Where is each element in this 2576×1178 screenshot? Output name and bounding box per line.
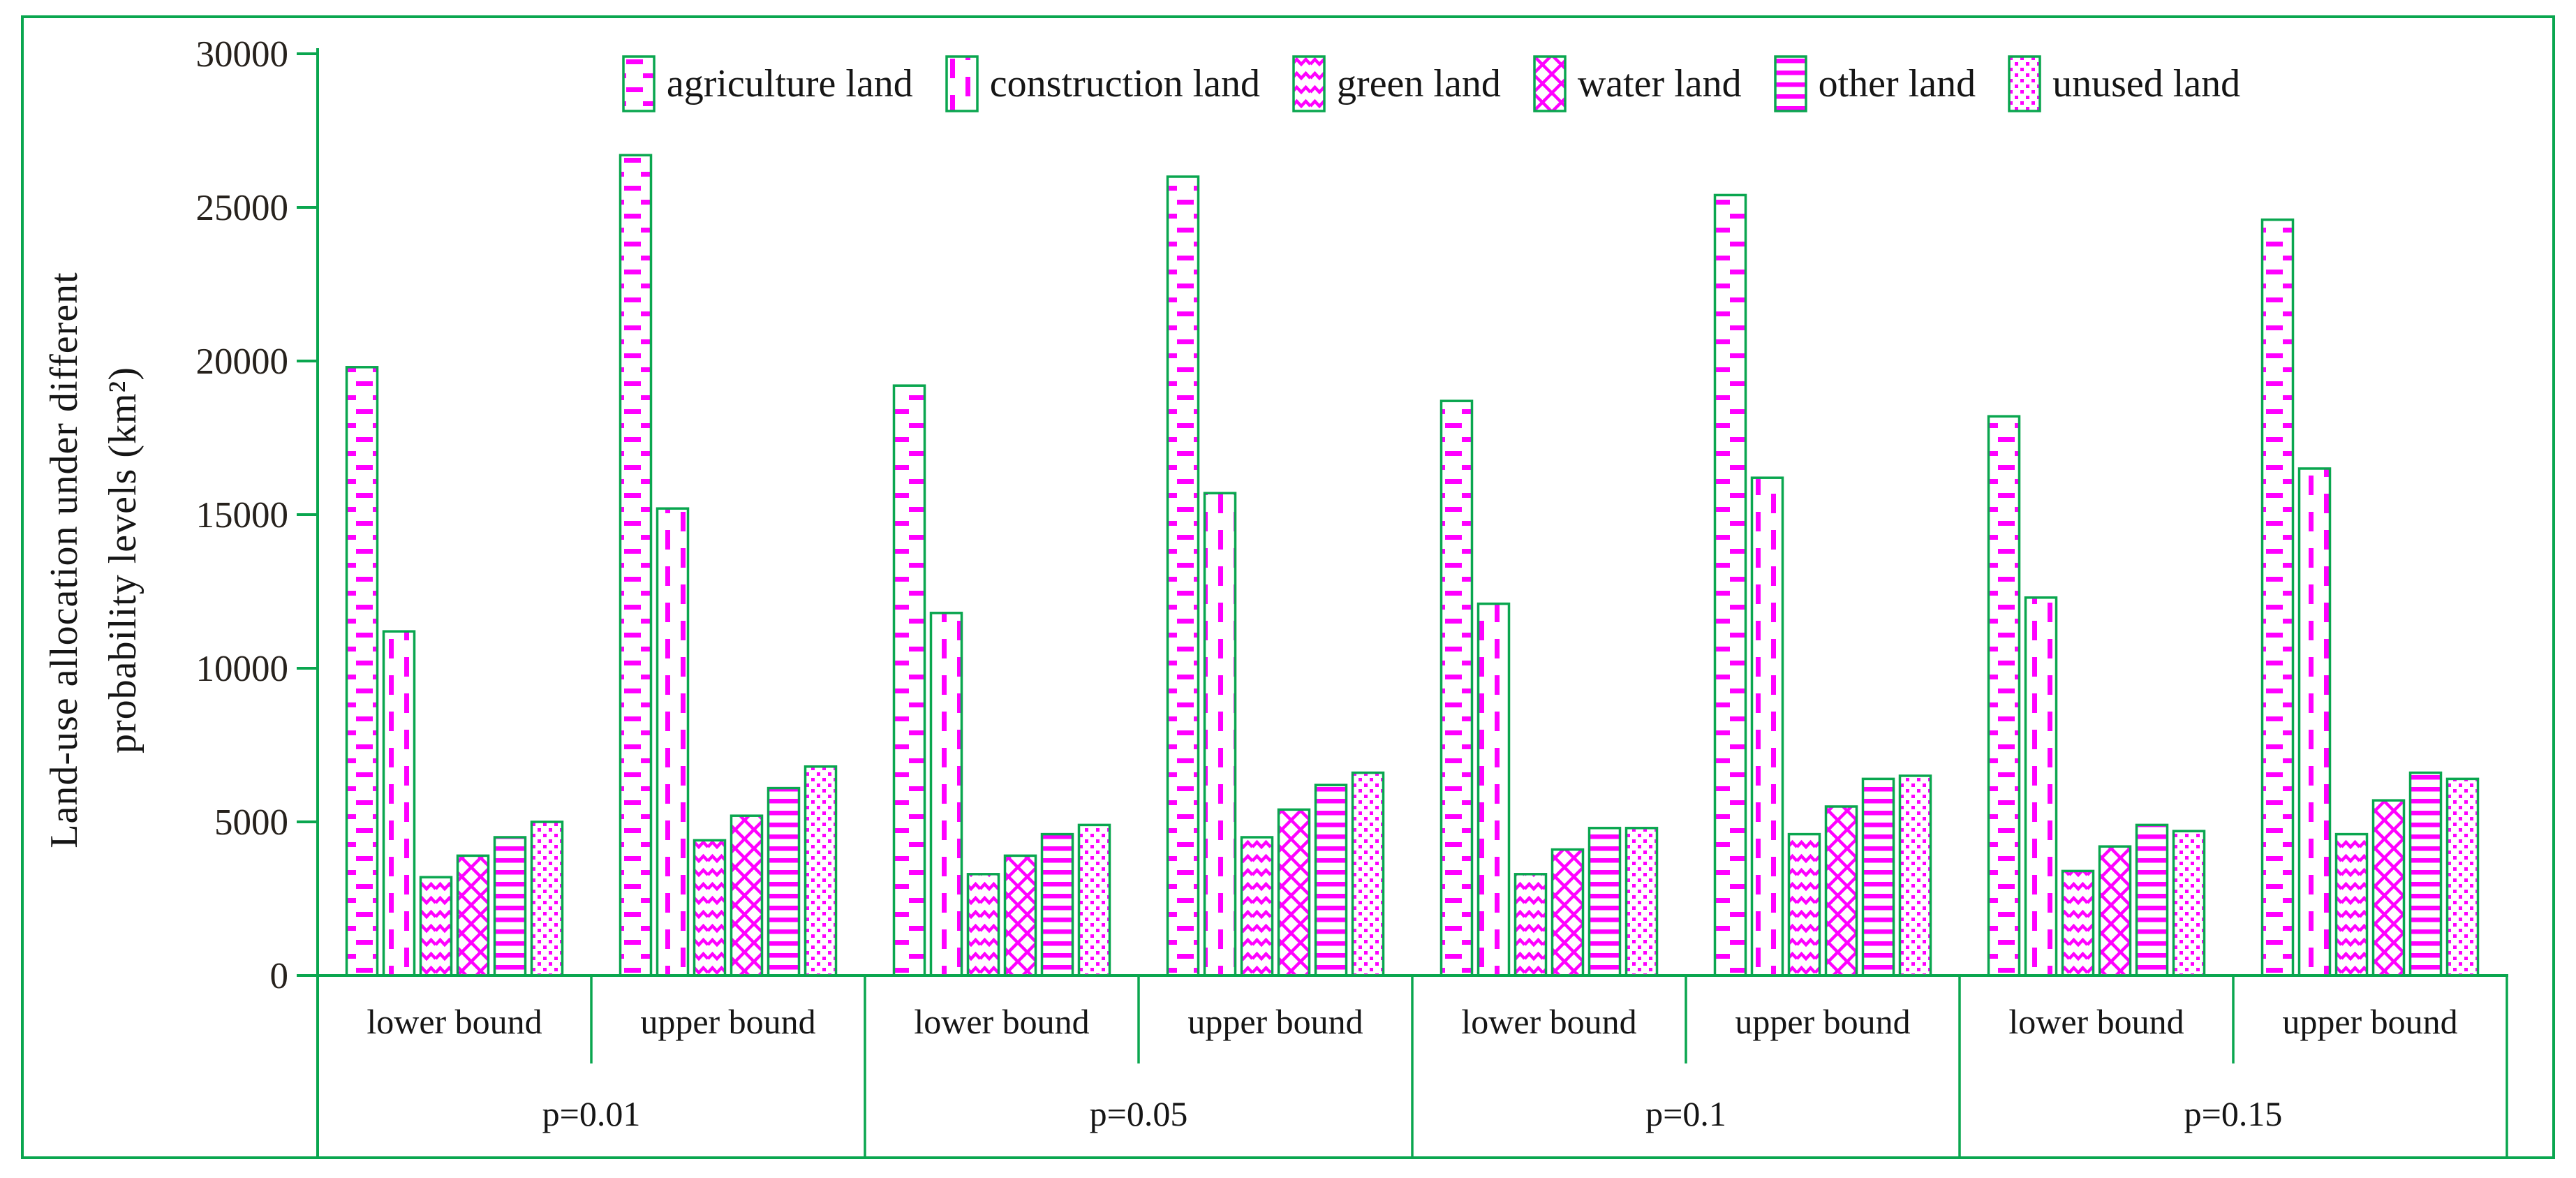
legend-label: construction land bbox=[989, 62, 1261, 105]
bound-label: upper bound bbox=[640, 1002, 815, 1041]
bar-other-land bbox=[493, 836, 527, 977]
bar-agriculture-land bbox=[1439, 399, 1474, 977]
bar-construction-land bbox=[1750, 476, 1784, 977]
y-tick-label: 15000 bbox=[196, 495, 289, 536]
bar-agriculture-land bbox=[1987, 415, 2021, 977]
legend-swatch-rect bbox=[2008, 55, 2041, 112]
legend-swatch-rect bbox=[622, 55, 656, 112]
bar-green-land bbox=[693, 839, 727, 977]
bar-construction-land bbox=[2297, 467, 2332, 977]
legend-label: green land bbox=[1337, 62, 1501, 105]
legend-item-other-land: other land bbox=[1773, 55, 1976, 112]
bar-water-land bbox=[730, 814, 764, 977]
bar-green-land bbox=[419, 876, 453, 977]
bar-water-land bbox=[1824, 805, 1858, 977]
bar-water-land bbox=[1003, 854, 1037, 977]
bar-agriculture-land bbox=[1166, 175, 1200, 977]
bar-unused-land bbox=[2172, 830, 2206, 977]
y-tick-label: 10000 bbox=[196, 649, 289, 689]
bar-agriculture-land bbox=[892, 384, 926, 977]
diagonal-crosshatch-pattern-swatch bbox=[1533, 55, 1567, 112]
legend-swatch-rect bbox=[1533, 55, 1567, 112]
probability-group-label: p=0.15 bbox=[2184, 1094, 2283, 1133]
probability-group-label: p=0.01 bbox=[542, 1094, 641, 1133]
bar-agriculture-land bbox=[2260, 218, 2295, 977]
bar-other-land bbox=[767, 786, 801, 977]
bar-unused-land bbox=[1351, 771, 1385, 977]
legend-item-green-land: green land bbox=[1292, 55, 1501, 112]
bar-construction-land bbox=[1203, 492, 1237, 977]
figure-border bbox=[21, 15, 2555, 1159]
bound-label: upper bound bbox=[1735, 1002, 1910, 1041]
dotted-pattern-swatch bbox=[2008, 55, 2041, 112]
legend-label: other land bbox=[1818, 62, 1976, 105]
bound-label: lower bound bbox=[367, 1002, 542, 1041]
y-tick-label: 30000 bbox=[196, 34, 289, 75]
legend-swatch-rect bbox=[1773, 55, 1807, 112]
bar-green-land bbox=[966, 873, 1000, 977]
legend-item-water-land: water land bbox=[1533, 55, 1742, 112]
bar-unused-land bbox=[1898, 774, 1932, 977]
legend-label: water land bbox=[1577, 62, 1742, 105]
bound-label: lower bound bbox=[914, 1002, 1089, 1041]
bar-green-land bbox=[2061, 869, 2095, 977]
bar-green-land bbox=[1513, 873, 1548, 977]
legend-label: unused land bbox=[2052, 62, 2241, 105]
bar-construction-land bbox=[382, 630, 416, 977]
probability-group-label: p=0.1 bbox=[1645, 1094, 1726, 1133]
bar-other-land bbox=[2408, 771, 2443, 977]
bar-unused-land bbox=[530, 820, 564, 977]
bar-green-land bbox=[1787, 832, 1821, 977]
bar-construction-land bbox=[2024, 596, 2058, 977]
bar-other-land bbox=[2135, 823, 2169, 977]
bar-unused-land bbox=[1077, 823, 1111, 977]
legend-item-unused-land: unused land bbox=[2008, 55, 2240, 112]
bar-other-land bbox=[1587, 827, 1622, 977]
bar-agriculture-land bbox=[1713, 193, 1747, 977]
bar-construction-land bbox=[1476, 602, 1511, 977]
legend-swatch-rect bbox=[945, 55, 979, 112]
bound-label: lower bound bbox=[1461, 1002, 1636, 1041]
bar-green-land bbox=[2334, 832, 2369, 977]
bar-construction-land bbox=[656, 507, 690, 977]
y-tick-label: 20000 bbox=[196, 341, 289, 382]
bar-water-land bbox=[2098, 845, 2132, 977]
dashed-horizontal-pattern-swatch bbox=[622, 55, 656, 112]
horizontal-lines-pattern-swatch bbox=[1773, 55, 1807, 112]
bar-construction-land bbox=[929, 612, 963, 977]
bound-label: lower bound bbox=[2008, 1002, 2184, 1041]
bar-green-land bbox=[1240, 836, 1274, 977]
legend: agriculture land construction land green l… bbox=[335, 50, 2527, 117]
bar-unused-land bbox=[1624, 827, 1659, 977]
bar-water-land bbox=[2371, 799, 2406, 977]
bar-other-land bbox=[1861, 777, 1895, 977]
legend-swatch-rect bbox=[1292, 55, 1326, 112]
dashed-vertical-pattern-swatch bbox=[945, 55, 979, 112]
bar-water-land bbox=[1550, 848, 1585, 977]
probability-group-label: p=0.05 bbox=[1090, 1094, 1188, 1133]
bar-agriculture-land bbox=[619, 154, 653, 977]
bar-other-land bbox=[1040, 832, 1074, 977]
legend-item-agriculture-land: agriculture land bbox=[622, 55, 913, 112]
bar-other-land bbox=[1314, 783, 1348, 977]
y-tick-label: 0 bbox=[270, 956, 289, 996]
bound-label: upper bound bbox=[2282, 1002, 2457, 1041]
legend-item-construction-land: construction land bbox=[945, 55, 1260, 112]
bar-water-land bbox=[1277, 808, 1311, 977]
bar-unused-land bbox=[2445, 777, 2480, 977]
zigzag-pattern-swatch bbox=[1292, 55, 1326, 112]
bound-label: upper bound bbox=[1187, 1002, 1363, 1041]
y-tick-label: 25000 bbox=[196, 188, 289, 228]
bar-unused-land bbox=[804, 765, 838, 977]
bar-agriculture-land bbox=[345, 366, 379, 977]
bar-water-land bbox=[456, 854, 490, 977]
y-tick-label: 5000 bbox=[214, 802, 288, 843]
legend-label: agriculture land bbox=[666, 62, 913, 105]
